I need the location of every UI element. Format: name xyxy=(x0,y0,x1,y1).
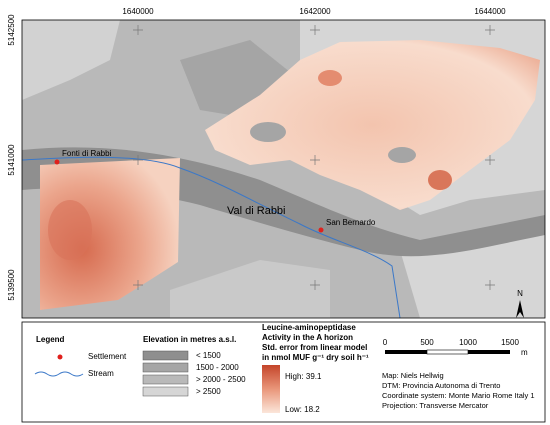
legend-label: > 2000 - 2500 xyxy=(196,375,246,384)
legend-label: Settlement xyxy=(88,352,127,361)
x-tick-label: 1644000 xyxy=(474,7,506,16)
place-label: San Bernardo xyxy=(326,218,376,227)
area-label: Val di Rabbi xyxy=(227,205,286,217)
credit: Projection: Transverse Mercator xyxy=(382,401,489,410)
legend-title: Leucine-aminopeptidase xyxy=(262,323,356,332)
legend-label: Stream xyxy=(88,369,114,378)
y-tick-label: 5141000 xyxy=(7,144,16,176)
scale-label: 1000 xyxy=(459,338,477,347)
legend-label: < 1500 xyxy=(196,351,221,360)
legend-title: Activity in the A horizon xyxy=(262,333,353,342)
legend-label: 1500 - 2000 xyxy=(196,363,239,372)
y-tick-label: 5142500 xyxy=(7,14,16,46)
x-tick-label: 1640000 xyxy=(122,7,154,16)
legend: Legend Settlement Stream Elevation in me… xyxy=(21,321,546,423)
legend-label: Low: 18.2 xyxy=(285,405,320,414)
place-label: Fonti di Rabbi xyxy=(62,149,112,158)
scale-label: 500 xyxy=(420,338,434,347)
north-arrow: N xyxy=(517,289,523,298)
legend-label: High: 39.1 xyxy=(285,372,322,381)
credit: Map: Niels Hellwig xyxy=(382,371,444,380)
x-tick-label: 1642000 xyxy=(299,7,331,16)
scale-label: 0 xyxy=(383,338,388,347)
legend-title: Elevation in metres a.s.l. xyxy=(143,335,236,344)
scale-label: 1500 xyxy=(501,338,519,347)
credit: DTM: Provincia Autonoma di Trento xyxy=(382,381,500,390)
legend-label: > 2500 xyxy=(196,387,221,396)
scale-label: m xyxy=(521,348,528,357)
legend-title: Legend xyxy=(36,335,65,344)
map-area: Fonti di Rabbi San Bernardo Val di Rabbi… xyxy=(21,19,546,319)
y-tick-label: 5139500 xyxy=(7,269,16,301)
legend-title: in nmol MUF g⁻¹ dry soil h⁻¹ xyxy=(262,353,369,362)
legend-title: Std. error from linear model xyxy=(262,343,367,352)
credit: Coordinate system: Monte Mario Rome Ital… xyxy=(382,391,535,400)
